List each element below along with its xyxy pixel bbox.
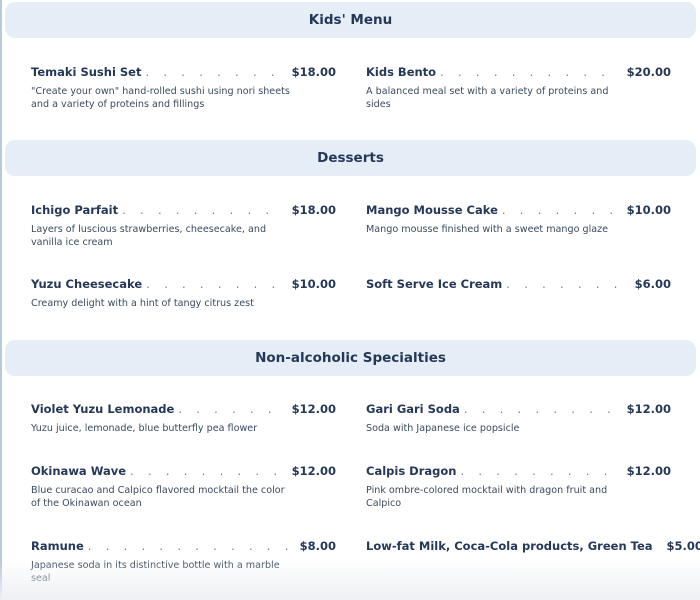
item-name: Ramune: [31, 539, 84, 553]
item-price: $12.00: [291, 464, 336, 478]
item-description: Creamy delight with a hint of tangy citr…: [31, 298, 254, 309]
item-description: Yuzu juice, lemonade, blue butterfly pea…: [31, 423, 258, 434]
dot-leader: [178, 402, 281, 416]
menu-item: Ichigo Parfait $18.00 Layers of luscious s…: [31, 203, 336, 249]
item-name: Gari Gari Soda: [366, 402, 460, 416]
section-header: Desserts: [5, 140, 696, 176]
item-description: Mango mousse finished with a sweet mango…: [366, 224, 609, 235]
menu-item: Okinawa Wave $12.00 Blue curacao and Calpi…: [31, 464, 336, 510]
dot-leader: [440, 65, 617, 79]
item-description: Soda with Japanese ice popsicle: [366, 423, 520, 434]
dot-leader: [464, 402, 617, 416]
window-edge: [0, 0, 2, 600]
item-price: $18.00: [291, 203, 336, 217]
item-name: Soft Serve Ice Cream: [366, 277, 503, 291]
item-name: Temaki Sushi Set: [31, 65, 142, 79]
item-price: $6.00: [634, 277, 671, 291]
dot-leader: [460, 464, 616, 478]
item-name: Yuzu Cheesecake: [31, 277, 143, 291]
dot-leader: [145, 65, 281, 79]
menu-item: Soft Serve Ice Cream $6.00: [366, 277, 671, 293]
item-price: $20.00: [626, 65, 671, 79]
item-name: Mango Mousse Cake: [366, 203, 498, 217]
item-price: $12.00: [626, 464, 671, 478]
section-header: Non-alcoholic Specialties: [5, 340, 696, 376]
item-price: $12.00: [626, 402, 671, 416]
item-description: "Create your own" hand-rolled sushi usin…: [31, 86, 290, 110]
menu-item: Violet Yuzu Lemonade $12.00 Yuzu juice, le…: [31, 402, 336, 435]
section-header: Kids' Menu: [5, 2, 696, 38]
item-name: Low-fat Milk, Coca-Cola products, Green …: [366, 539, 653, 553]
item-name: Violet Yuzu Lemonade: [31, 402, 175, 416]
dot-leader: [506, 277, 624, 291]
item-name: Ichigo Parfait: [31, 203, 119, 217]
dot-leader: [88, 539, 290, 553]
dot-leader: [130, 464, 282, 478]
item-price: $18.00: [291, 65, 336, 79]
bottom-fade: [0, 560, 700, 600]
item-name: Calpis Dragon: [366, 464, 457, 478]
dot-leader: [502, 203, 617, 217]
menu-item: Kids Bento $20.00 A balanced meal set with…: [366, 65, 671, 111]
menu-item: Mango Mousse Cake $10.00 Mango mousse fini…: [366, 203, 671, 236]
item-price: $10.00: [291, 277, 336, 291]
item-name: Kids Bento: [366, 65, 437, 79]
dot-leader: [146, 277, 281, 291]
item-name: Okinawa Wave: [31, 464, 127, 478]
item-description: Pink ombre-colored mocktail with dragon …: [366, 485, 608, 509]
item-description: Layers of luscious strawberries, cheesec…: [31, 224, 267, 248]
item-price: $10.00: [626, 203, 671, 217]
dot-leader: [122, 203, 281, 217]
menu-item: Low-fat Milk, Coca-Cola products, Green …: [366, 539, 700, 555]
item-price: $5.00: [666, 539, 700, 553]
menu-item: Gari Gari Soda $12.00 Soda with Japanese i…: [366, 402, 671, 435]
item-description: A balanced meal set with a variety of pr…: [366, 86, 609, 110]
item-price: $8.00: [299, 539, 336, 553]
item-price: $12.00: [291, 402, 336, 416]
menu-item: Temaki Sushi Set $18.00"Create your own" …: [31, 65, 336, 111]
item-description: Blue curacao and Calpico flavored mockta…: [31, 485, 285, 509]
menu-item: Calpis Dragon $12.00 Pink ombre-colored mo…: [366, 464, 671, 510]
menu-item: Yuzu Cheesecake $10.00 Creamy delight with…: [31, 277, 336, 310]
